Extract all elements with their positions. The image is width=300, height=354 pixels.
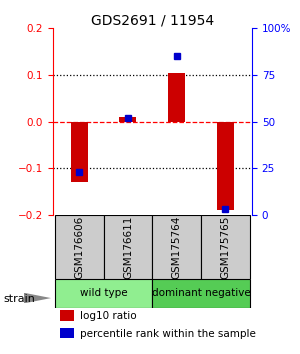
Text: GSM175764: GSM175764 bbox=[172, 216, 182, 279]
Bar bbox=[61, 310, 74, 321]
Text: strain: strain bbox=[3, 294, 35, 304]
Bar bbox=[55, 215, 104, 279]
Text: log10 ratio: log10 ratio bbox=[80, 311, 137, 321]
Text: GSM175765: GSM175765 bbox=[220, 216, 230, 279]
Bar bbox=[55, 279, 152, 308]
Text: percentile rank within the sample: percentile rank within the sample bbox=[80, 329, 256, 338]
Bar bbox=[71, 122, 88, 182]
Text: GSM176611: GSM176611 bbox=[123, 216, 133, 279]
Bar bbox=[152, 279, 250, 308]
Bar bbox=[217, 122, 234, 210]
Text: wild type: wild type bbox=[80, 288, 128, 298]
Polygon shape bbox=[24, 293, 51, 303]
Bar bbox=[152, 215, 201, 279]
Bar bbox=[201, 215, 250, 279]
Title: GDS2691 / 11954: GDS2691 / 11954 bbox=[91, 13, 214, 27]
Bar bbox=[119, 117, 136, 122]
Bar bbox=[103, 215, 152, 279]
Text: GSM176606: GSM176606 bbox=[74, 216, 84, 279]
Text: dominant negative: dominant negative bbox=[152, 288, 250, 298]
Bar bbox=[168, 73, 185, 122]
Bar bbox=[61, 328, 74, 338]
